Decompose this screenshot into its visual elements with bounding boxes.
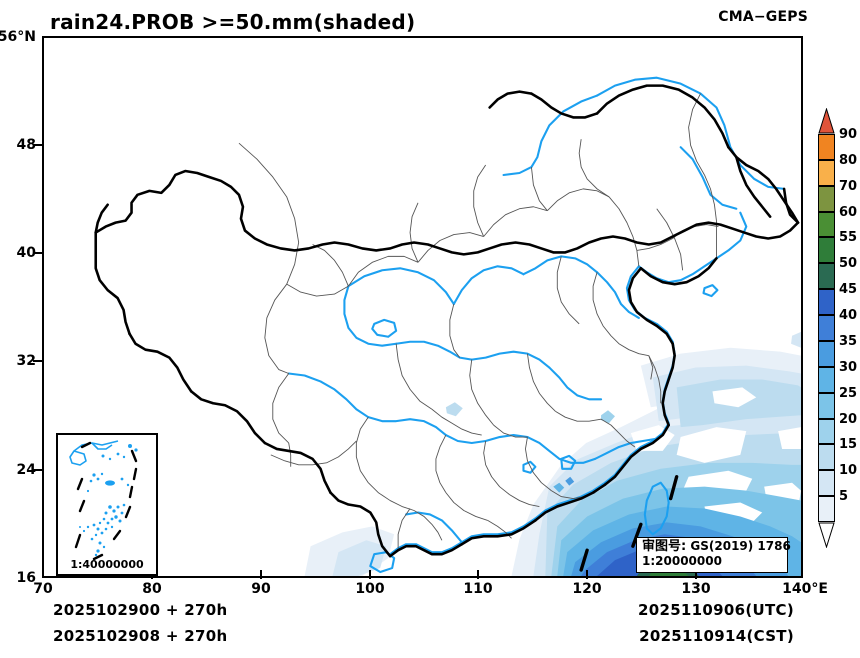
y-tick-mark xyxy=(33,360,42,362)
colorbar-segment xyxy=(818,392,835,419)
y-tick-mark xyxy=(33,252,42,254)
y-tick-32: 32 xyxy=(16,353,36,369)
x-tick-90: 90 xyxy=(251,581,271,597)
footer-valid-time-utc: 2025110906(UTC) xyxy=(637,601,794,619)
colorbar-label: 20 xyxy=(839,411,858,427)
x-tick-mark xyxy=(369,570,371,579)
inset-coastline xyxy=(69,440,119,466)
colorbar-label: 45 xyxy=(839,282,858,298)
colorbar-label: 55 xyxy=(839,230,858,246)
page-title: rain24.PROB >=50.mm(shaded) xyxy=(50,10,416,34)
x-tick-80: 80 xyxy=(142,581,162,597)
y-tick-mark xyxy=(33,144,42,146)
colorbar-label: 10 xyxy=(839,463,858,479)
national-border xyxy=(94,84,800,558)
colorbar-label: 25 xyxy=(839,385,858,401)
x-tick-110: 110 xyxy=(463,581,493,597)
colorbar-label: 40 xyxy=(839,308,858,324)
x-tick-100: 100 xyxy=(355,581,385,597)
y-tick-40: 40 xyxy=(16,245,36,261)
footer-init-time-cst: 2025102908 + 270h xyxy=(53,627,228,645)
y-tick-24: 24 xyxy=(16,462,36,478)
colorbar-label: 30 xyxy=(839,359,858,375)
inset-scale-label: 1:40000000 xyxy=(70,558,144,571)
colorbar-cap-high xyxy=(818,107,835,134)
colorbar-segment xyxy=(818,237,835,264)
colorbar-label: 15 xyxy=(839,437,858,453)
x-tick-mark xyxy=(586,570,588,579)
x-tick-mark xyxy=(477,570,479,579)
approval-label: 审图号: xyxy=(642,539,687,554)
colorbar-segment xyxy=(818,496,835,522)
colorbar-segment xyxy=(818,315,835,341)
colorbar-segment xyxy=(818,289,835,316)
y-tick-mark xyxy=(33,469,42,471)
x-tick-130: 130 xyxy=(681,581,711,597)
colorbar-segment xyxy=(818,159,835,186)
colorbar-segment xyxy=(818,418,835,445)
province-boundaries xyxy=(238,93,719,549)
y-tick-16: 16 xyxy=(16,570,36,586)
inset-nine-dash-line xyxy=(74,441,138,561)
colorbar-label: 60 xyxy=(839,204,858,220)
colorbar-segment xyxy=(818,444,835,471)
colorbar-label: 5 xyxy=(839,489,849,505)
approval-number: GS(2019) 1786 xyxy=(690,539,791,553)
rivers-and-coastline xyxy=(287,76,786,574)
x-tick-140: 140°E xyxy=(782,581,828,597)
inset-islands xyxy=(79,444,138,557)
colorbar-segment xyxy=(818,263,835,290)
colorbar-segment xyxy=(818,185,835,212)
south-china-sea-inset[interactable]: 1:40000000 xyxy=(56,433,158,576)
colorbar-segment xyxy=(818,134,835,160)
x-tick-70: 70 xyxy=(33,581,53,597)
inset-canvas xyxy=(69,440,138,561)
colorbar-segment xyxy=(818,366,835,393)
colorbar-segment xyxy=(818,470,835,497)
colorbar-label: 90 xyxy=(839,127,858,142)
x-tick-120: 120 xyxy=(572,581,602,597)
footer-init-time-utc: 2025102900 + 270h xyxy=(53,601,228,619)
colorbar-segment xyxy=(818,211,835,238)
model-label: CMA−GEPS xyxy=(718,9,808,25)
colorbar[interactable]: 90 80 70 60 55 50 45 40 35 30 25 20 15 10 5 xyxy=(818,107,857,549)
nine-dash-line xyxy=(579,475,679,572)
colorbar-label: 50 xyxy=(839,256,858,272)
y-tick-56: 56°N xyxy=(0,29,36,45)
approval-scale: 1:20000000 xyxy=(642,553,722,568)
map-approval-box: 审图号: GS(2019) 1786 1:20000000 xyxy=(636,537,791,573)
colorbar-cap-low xyxy=(818,522,835,549)
colorbar-label: 70 xyxy=(839,178,858,194)
colorbar-label: 35 xyxy=(839,333,858,349)
x-tick-mark xyxy=(260,570,262,579)
x-tick-mark xyxy=(695,570,697,579)
colorbar-label: 80 xyxy=(839,152,858,168)
y-tick-48: 48 xyxy=(16,137,36,153)
colorbar-segment xyxy=(818,340,835,367)
footer-valid-time-cst: 2025110914(CST) xyxy=(639,627,794,645)
